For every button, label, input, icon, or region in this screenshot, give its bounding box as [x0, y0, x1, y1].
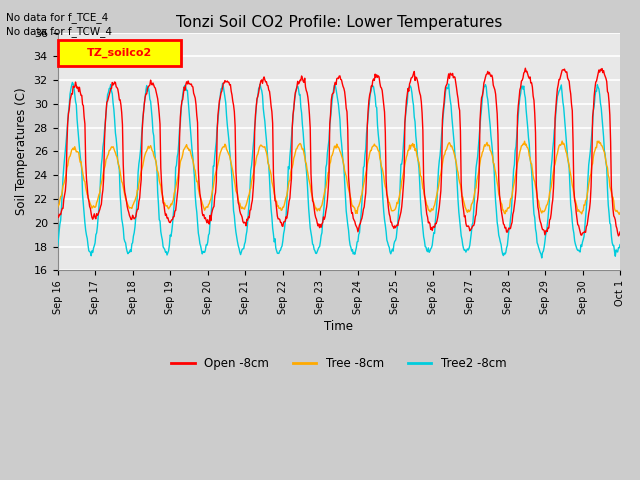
Open -8cm [614, 233, 622, 239]
Tree -8cm [558, 138, 566, 144]
Tree -8cm [209, 188, 216, 193]
Tree2 -8cm [54, 244, 61, 250]
Tree2 -8cm [538, 255, 546, 261]
Y-axis label: Soil Temperatures (C): Soil Temperatures (C) [15, 88, 28, 216]
Tree2 -8cm [424, 245, 432, 251]
Legend: Open -8cm, Tree -8cm, Tree2 -8cm: Open -8cm, Tree -8cm, Tree2 -8cm [166, 352, 511, 375]
Tree2 -8cm [122, 245, 130, 251]
Open -8cm [522, 65, 529, 71]
Open -8cm [54, 211, 61, 217]
Open -8cm [122, 193, 129, 199]
Title: Tonzi Soil CO2 Profile: Lower Temperatures: Tonzi Soil CO2 Profile: Lower Temperatur… [175, 15, 502, 30]
Text: TZ_soilco2: TZ_soilco2 [87, 48, 152, 58]
Text: No data for f_TCE_4: No data for f_TCE_4 [6, 12, 109, 23]
Tree -8cm [54, 205, 61, 211]
Open -8cm [424, 214, 431, 220]
Tree2 -8cm [616, 242, 624, 248]
Tree2 -8cm [64, 120, 72, 125]
Tree -8cm [616, 210, 624, 216]
Line: Tree -8cm: Tree -8cm [58, 141, 620, 215]
Tree -8cm [179, 152, 186, 157]
Line: Open -8cm: Open -8cm [58, 68, 620, 236]
Tree -8cm [407, 142, 415, 148]
Tree -8cm [616, 212, 623, 217]
Open -8cm [64, 120, 72, 125]
Open -8cm [179, 96, 186, 102]
Open -8cm [209, 207, 216, 213]
Tree2 -8cm [180, 87, 188, 93]
X-axis label: Time: Time [324, 320, 353, 333]
Tree -8cm [424, 203, 431, 209]
Tree2 -8cm [209, 163, 217, 169]
FancyBboxPatch shape [58, 40, 181, 66]
Tree2 -8cm [408, 90, 416, 96]
Tree -8cm [122, 196, 129, 202]
Line: Tree2 -8cm: Tree2 -8cm [58, 83, 620, 258]
Text: No data for f_TCW_4: No data for f_TCW_4 [6, 26, 113, 37]
Open -8cm [616, 229, 624, 235]
Tree -8cm [64, 163, 72, 168]
Tree2 -8cm [68, 80, 76, 85]
Open -8cm [407, 75, 415, 81]
